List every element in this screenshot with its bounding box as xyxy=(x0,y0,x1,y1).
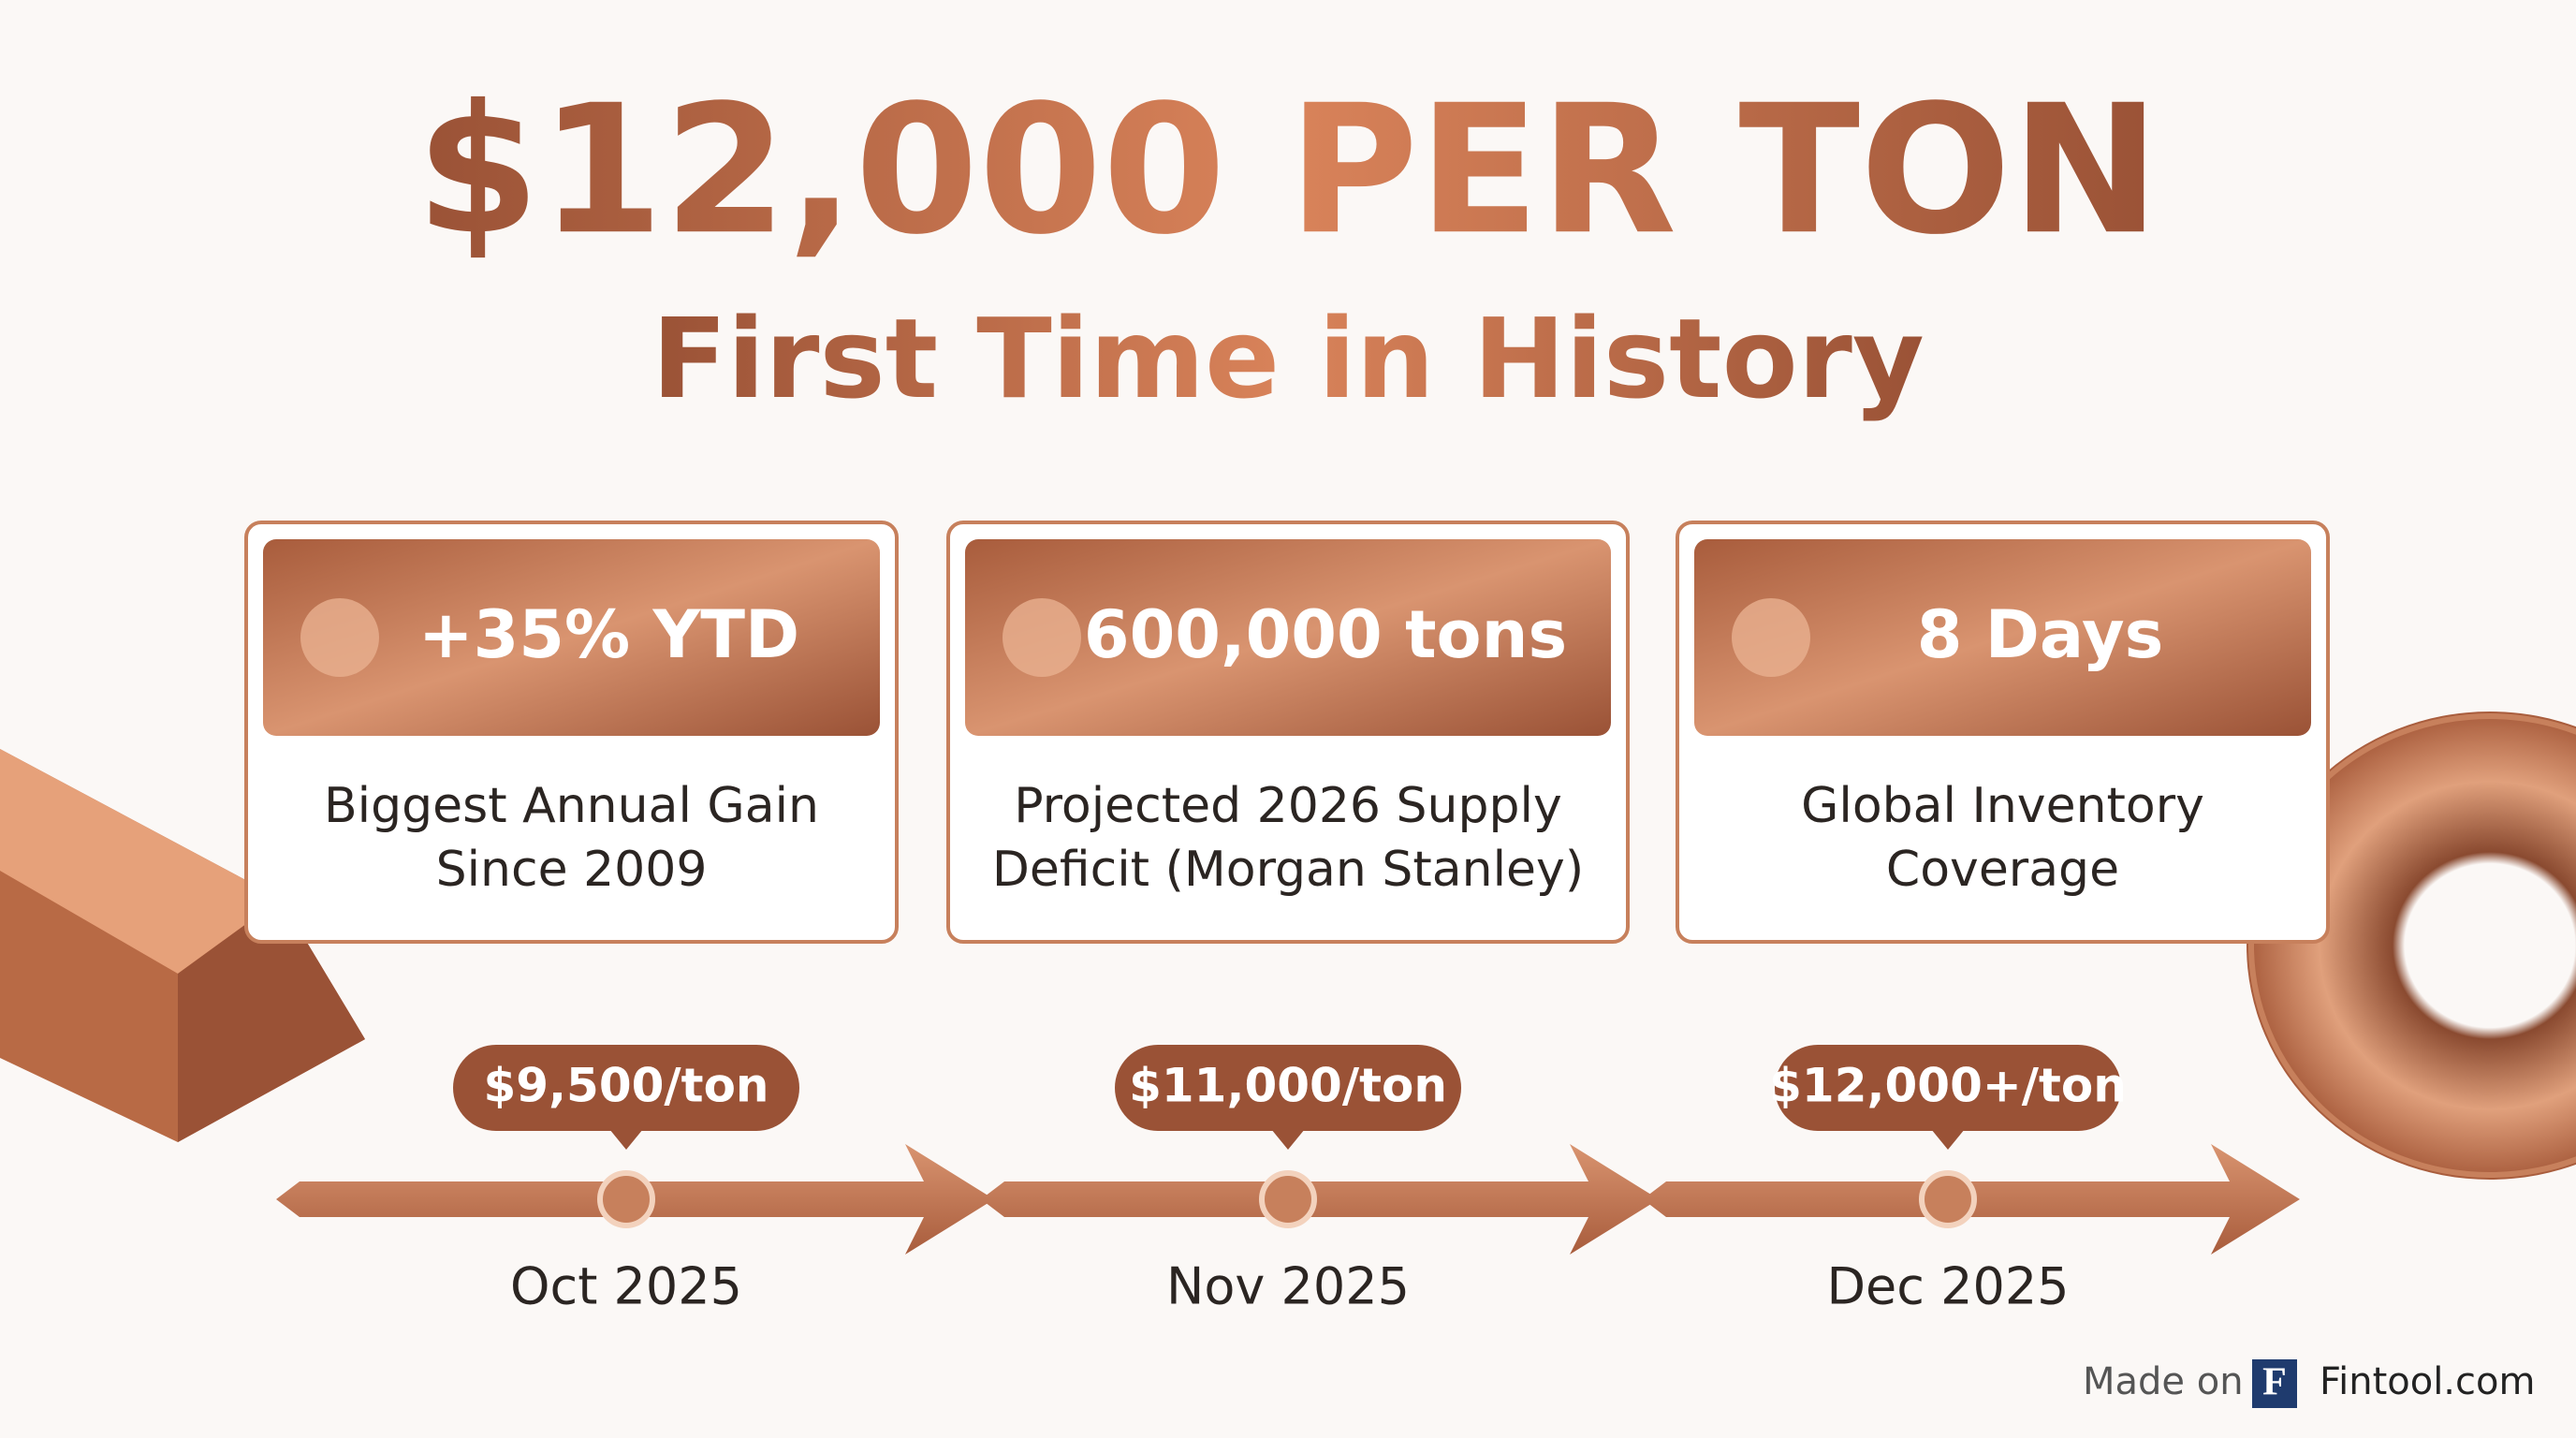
card-icon xyxy=(1003,598,1081,677)
logo-box xyxy=(2252,1359,2297,1408)
price-pill xyxy=(1115,1045,1461,1131)
card-description: Biggest Annual Gain xyxy=(324,778,819,834)
card-description: Deficit (Morgan Stanley) xyxy=(992,842,1584,898)
timeline-dot xyxy=(1919,1170,1977,1228)
price-label: $11,000/ton xyxy=(1129,1059,1447,1113)
card-icon xyxy=(300,598,379,677)
card-description: Global Inventory xyxy=(1801,778,2204,834)
timeline-arrow xyxy=(981,1144,1659,1255)
price-pointer xyxy=(1931,1129,1965,1150)
footer-brand: Fintool.com xyxy=(2320,1360,2535,1403)
date-label: Dec 2025 xyxy=(1826,1257,2069,1316)
price-label: $9,500/ton xyxy=(483,1059,768,1113)
copper-bar xyxy=(0,749,365,1142)
card-description: Projected 2026 Supply xyxy=(1014,778,1562,834)
card-stat: 8 Days xyxy=(1917,596,2164,673)
timeline-dot xyxy=(597,1170,655,1228)
footer-prefix: Made on xyxy=(2083,1360,2244,1403)
price-pill xyxy=(1775,1045,2121,1131)
timeline-dot xyxy=(1259,1170,1317,1228)
title: $12,000 PER TON xyxy=(416,66,2159,273)
footer: Made on F Fintool.com xyxy=(2083,1359,2535,1408)
card-stat: +35% YTD xyxy=(418,596,799,673)
card-stat: 600,000 tons xyxy=(1084,596,1567,673)
card-banner xyxy=(965,539,1611,736)
price-label: $12,000+/ton xyxy=(1769,1059,2127,1113)
card-icon xyxy=(1732,598,1810,677)
date-label: Oct 2025 xyxy=(510,1257,742,1316)
price-pointer xyxy=(1271,1129,1305,1150)
logo-letter: F xyxy=(2262,1361,2287,1404)
subtitle: First Time in History xyxy=(651,294,1925,423)
card-banner xyxy=(263,539,880,736)
price-pointer xyxy=(609,1129,643,1150)
price-pill xyxy=(453,1045,799,1131)
card-description: Since 2009 xyxy=(436,842,708,898)
date-label: Nov 2025 xyxy=(1166,1257,1410,1316)
card-description: Coverage xyxy=(1886,842,2119,898)
card-banner xyxy=(1694,539,2311,736)
